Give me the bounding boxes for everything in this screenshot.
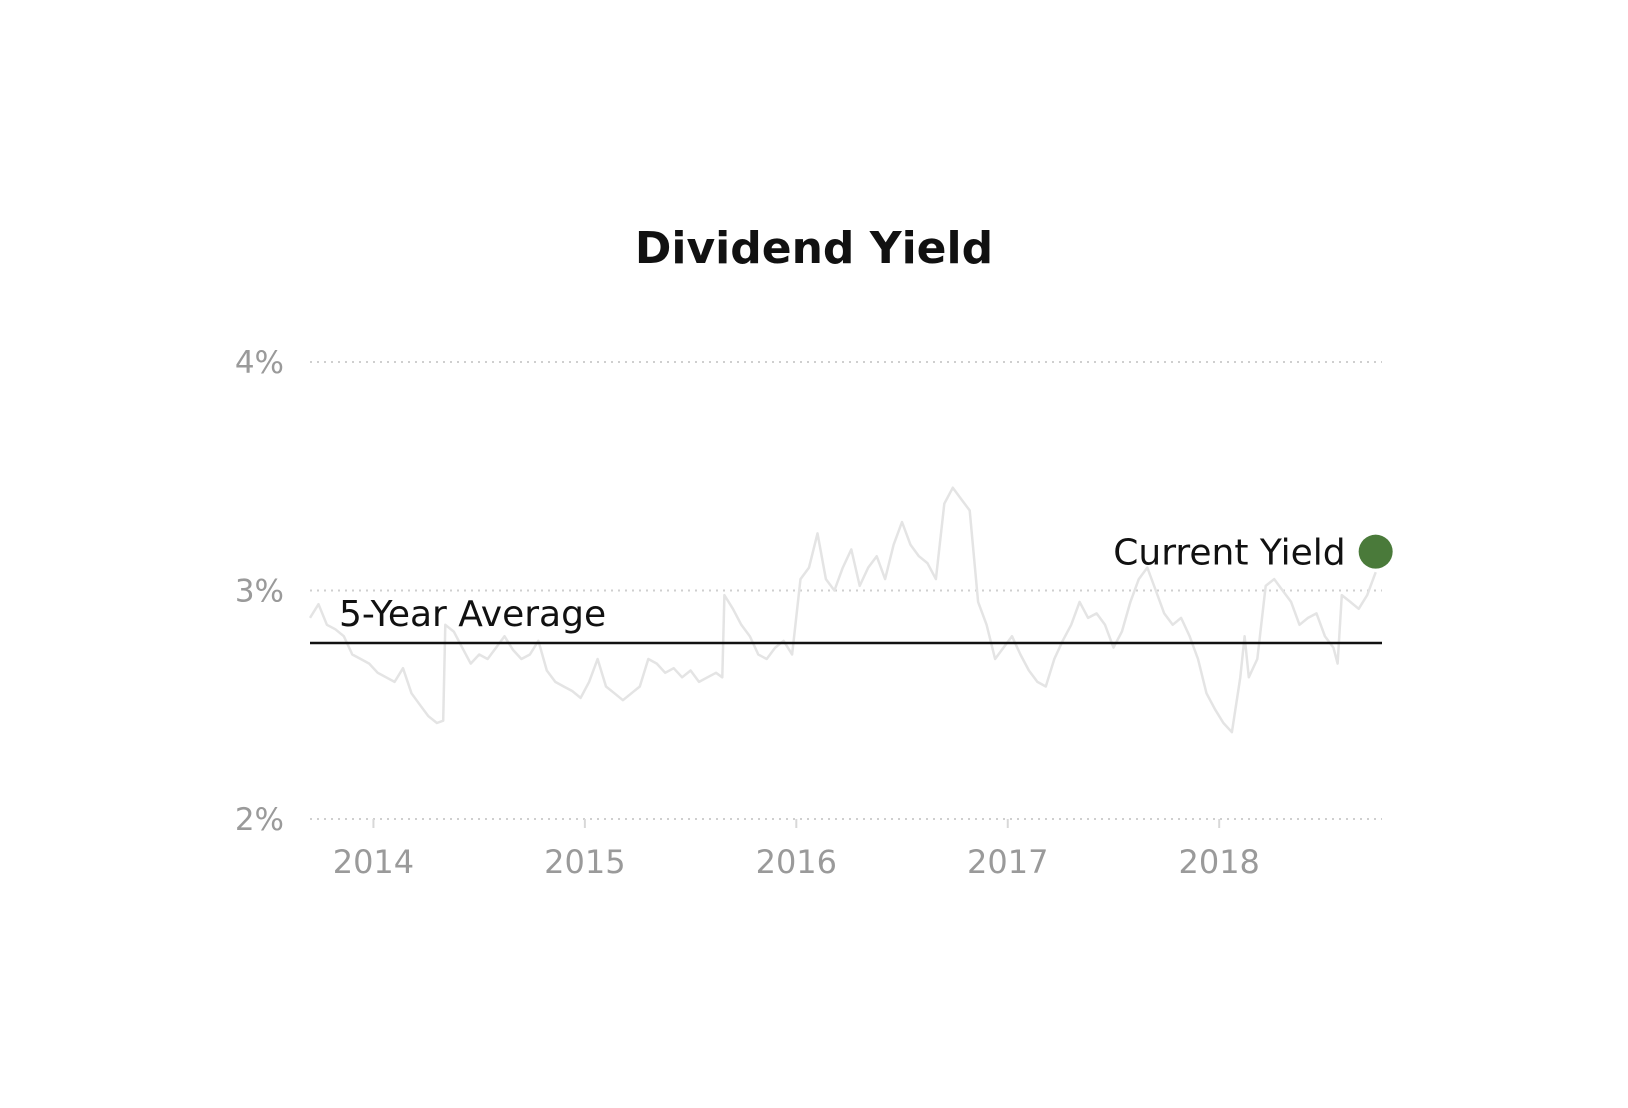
- x-tick-label-3: 2017: [967, 843, 1048, 881]
- y-axis-ticks: 2% 3% 4%: [235, 345, 284, 838]
- current-yield-point: [1358, 534, 1393, 569]
- chart-title: Dividend Yield: [635, 223, 993, 274]
- y-tick-label-1: 3%: [235, 574, 284, 610]
- x-axis-ticks: 2014 2015 2016 2017 2018: [333, 819, 1260, 881]
- series-layer: [308, 486, 1377, 734]
- y-tick-label-0: 2%: [235, 802, 284, 838]
- five-year-average-label: 5-Year Average: [339, 594, 606, 635]
- grid-layer: [310, 361, 1382, 820]
- x-tick-label-2: 2016: [756, 843, 837, 881]
- x-tick-label-0: 2014: [333, 843, 414, 881]
- x-tick-label-4: 2018: [1178, 843, 1259, 881]
- series-line-0: [308, 486, 1377, 734]
- y-tick-label-2: 4%: [235, 345, 284, 381]
- current-yield-label: Current Yield: [1113, 533, 1345, 574]
- x-tick-label-1: 2015: [544, 843, 625, 881]
